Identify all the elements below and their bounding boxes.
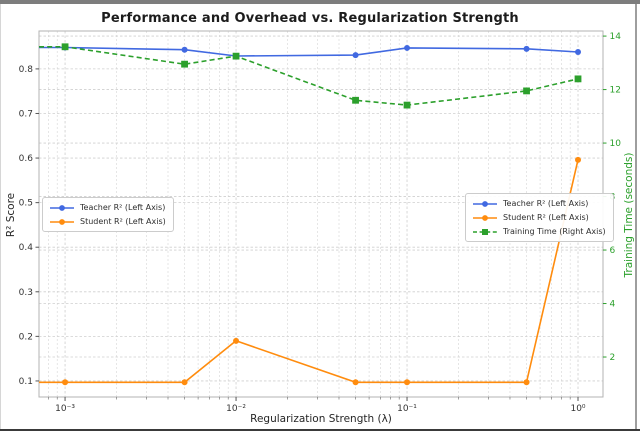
x-tick-label: 10⁻³ <box>55 404 75 414</box>
data-point-marker <box>575 156 582 163</box>
y-right-tick-label: 6 <box>610 246 616 256</box>
y-left-tick-label: 0.3 <box>19 288 33 298</box>
x-tick-label: 10⁻¹ <box>397 404 417 414</box>
data-point-marker <box>62 379 69 386</box>
window-bottom-border <box>0 429 640 431</box>
data-point-marker <box>181 46 188 53</box>
data-point-marker <box>232 52 240 60</box>
legend-label: Student R² (Left Axis) <box>80 217 166 226</box>
legend-right: Teacher R² (Left Axis) Student R² (Left A… <box>465 193 614 242</box>
y-right-tick-label: 10 <box>610 139 622 149</box>
legend-item: Teacher R² (Left Axis) <box>472 197 606 210</box>
data-point-marker <box>574 75 582 83</box>
window-right-border <box>635 4 637 431</box>
y-left-tick-label: 0.2 <box>19 332 33 342</box>
data-point-marker <box>523 87 530 95</box>
data-point-marker <box>575 48 582 55</box>
legend-circle-marker-icon <box>50 218 74 225</box>
legend-circle-marker-icon <box>473 214 497 221</box>
y-right-tick-label: 4 <box>610 300 616 310</box>
legend-item: Training Time (Right Axis) <box>472 225 606 238</box>
legend-label: Teacher R² (Left Axis) <box>503 199 589 208</box>
legend-square-marker-icon <box>473 228 497 235</box>
x-axis-label: Regularization Strength (λ) <box>250 413 392 425</box>
y-right-tick-label: 14 <box>610 32 622 42</box>
window-top-border <box>0 0 640 4</box>
series-line-training-time <box>39 45 579 106</box>
y-axis-label-right: Training Time (seconds) <box>623 152 635 278</box>
y-axis-label-left: R² Score <box>5 192 17 238</box>
legend-label: Teacher R² (Left Axis) <box>80 203 166 212</box>
y-right-tick-label: 12 <box>610 86 621 96</box>
y-left-tick-label: 0.8 <box>19 65 34 75</box>
legend-item: Student R² (Left Axis) <box>472 211 606 224</box>
series-line-student <box>39 159 579 384</box>
y-left-tick-label: 0.4 <box>19 243 34 253</box>
series-line-teacher <box>39 46 579 57</box>
legend-label: Training Time (Right Axis) <box>503 227 606 236</box>
data-point-marker <box>523 379 530 386</box>
data-point-marker <box>523 45 530 52</box>
y-left-tick-label: 0.1 <box>19 377 33 387</box>
legend-item: Teacher R² (Left Axis) <box>49 201 166 214</box>
y-left-tick-label: 0.6 <box>19 154 34 164</box>
y-right-tick-label: 2 <box>610 353 616 363</box>
legend-circle-marker-icon <box>473 200 497 207</box>
data-point-marker <box>61 43 69 51</box>
data-point-marker <box>404 379 411 386</box>
data-point-marker <box>404 44 411 51</box>
data-point-marker <box>181 60 188 68</box>
y-left-tick-label: 0.7 <box>19 109 33 119</box>
window-left-border <box>0 4 1 431</box>
x-tick-label: 10⁰ <box>570 404 585 414</box>
data-point-marker <box>233 337 240 344</box>
data-point-marker <box>181 379 188 386</box>
legend-left: Teacher R² (Left Axis) Student R² (Left A… <box>42 197 174 232</box>
legend-item: Student R² (Left Axis) <box>49 215 166 228</box>
legend-circle-marker-icon <box>50 204 74 211</box>
x-tick-label: 10⁻² <box>226 404 246 414</box>
data-point-marker <box>352 52 359 59</box>
data-point-marker <box>403 101 411 109</box>
data-point-marker <box>352 96 359 104</box>
data-point-marker <box>352 379 359 386</box>
chart-title: Performance and Overhead vs. Regularizat… <box>101 11 519 26</box>
y-left-tick-label: 0.5 <box>19 199 33 209</box>
legend-label: Student R² (Left Axis) <box>503 213 589 222</box>
